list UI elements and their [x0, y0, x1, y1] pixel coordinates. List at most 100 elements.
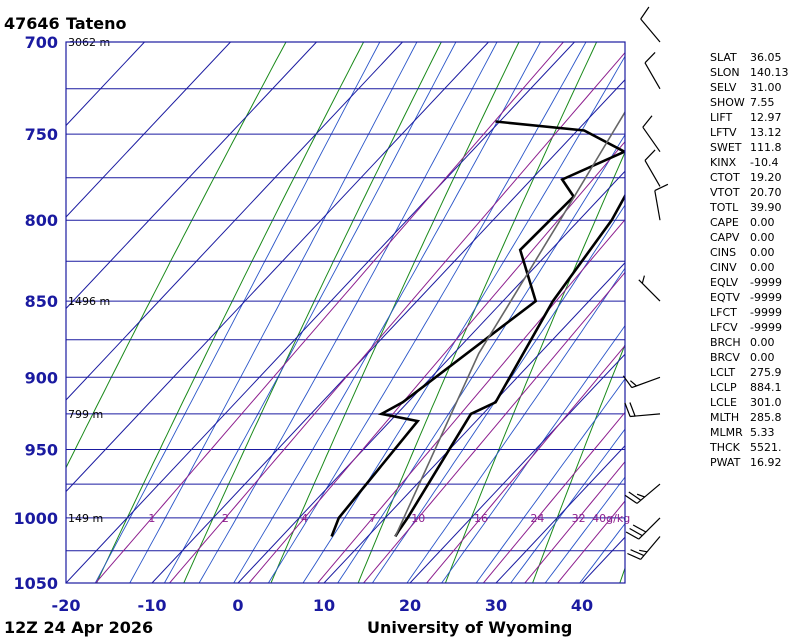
wind-barb [654, 183, 669, 221]
wind-barb [642, 115, 661, 153]
index-value: 884.1 [750, 381, 782, 394]
index-row: SHOW 7.55 [710, 95, 789, 110]
pressure-tick-label: 850 [25, 292, 58, 311]
index-value: 285.8 [750, 411, 782, 424]
dry-adiabat [444, 151, 625, 583]
index-row: PWAT 16.92 [710, 455, 789, 470]
index-key: LCLE [710, 396, 737, 409]
index-row: BRCH 0.00 [710, 335, 789, 350]
mixing-ratio-label: 40g/kg [592, 512, 630, 525]
index-key: SWET [710, 141, 742, 154]
wind-barb [624, 483, 661, 504]
wind-barb [644, 149, 661, 187]
dry-adiabat [270, 42, 520, 583]
wind-barb [624, 402, 661, 418]
index-row: TOTL 39.90 [710, 200, 789, 215]
wind-barb [638, 275, 661, 302]
isotherm [66, 42, 231, 218]
isotherm-lines [66, 42, 625, 583]
mixing-ratio-line [168, 51, 625, 583]
pressure-tick-label: 750 [25, 125, 58, 144]
index-key: LFTV [710, 126, 737, 139]
index-row: CAPV 0.00 [710, 230, 789, 245]
index-value: -9999 [750, 321, 782, 334]
index-key: SELV [710, 81, 737, 94]
index-value: 0.00 [750, 216, 775, 229]
index-value: 0.00 [750, 351, 775, 364]
index-key: LFCT [710, 306, 737, 319]
index-value: 5.33 [750, 426, 775, 439]
index-value: 7.55 [750, 96, 775, 109]
data-source: University of Wyoming [367, 618, 572, 637]
wind-barb [640, 6, 661, 43]
mixing-ratio-label: 7 [369, 512, 376, 525]
mixing-ratio-label: 4 [301, 512, 308, 525]
index-value: 12.97 [750, 111, 782, 124]
index-key: LCLT [710, 366, 736, 379]
index-value: 31.00 [750, 81, 782, 94]
index-value: 16.92 [750, 456, 782, 469]
moist-adiabat [302, 55, 625, 583]
index-value: 275.9 [750, 366, 782, 379]
station-id: 47646 [4, 14, 60, 33]
index-key: BRCV [710, 351, 740, 364]
mixing-ratio-label: 1 [148, 512, 155, 525]
temperature-tick-label: 40 [571, 596, 593, 615]
mixing-ratio-line [426, 344, 625, 583]
axis-labels: 700 750 800 850 900 950 1000 1050 -20 -10 0 10 20 30 4… [13, 33, 630, 615]
index-key: LIFT [710, 111, 733, 124]
mixing-ratio-label: 24 [530, 512, 544, 525]
moist-adiabat [129, 42, 418, 583]
index-key: CTOT [710, 171, 740, 184]
index-value: -9999 [750, 306, 782, 319]
mixing-ratio-line [317, 218, 625, 583]
mixing-ratio-label: 10 [411, 512, 425, 525]
index-row: LFCT -9999 [710, 305, 789, 320]
index-value: -10.4 [750, 156, 779, 169]
wind-barb [622, 375, 661, 389]
temperature-line [394, 193, 625, 538]
index-value: 140.13 [750, 66, 789, 79]
index-row: MLTH 285.8 [710, 410, 789, 425]
temperature-tick-label: 30 [485, 596, 507, 615]
index-value: 13.12 [750, 126, 782, 139]
index-row: VTOT 20.70 [710, 185, 789, 200]
dewpoint-line [330, 120, 625, 537]
index-row: CAPE 0.00 [710, 215, 789, 230]
index-key: MLMR [710, 426, 743, 439]
temperature-tick-label: 0 [232, 596, 243, 615]
index-key: CINS [710, 246, 737, 259]
index-row: LIFT 12.97 [710, 110, 789, 125]
isotherm [323, 262, 625, 583]
index-row: EQTV -9999 [710, 290, 789, 305]
index-key: LCLP [710, 381, 737, 394]
index-row: LCLP 884.1 [710, 380, 789, 395]
index-key: KINX [710, 156, 737, 169]
index-key: SLON [710, 66, 740, 79]
isotherm [409, 353, 625, 583]
station-name: Tateno [66, 14, 127, 33]
pressure-tick-label: 1000 [13, 509, 58, 528]
index-value: 19.20 [750, 171, 782, 184]
isotherm [66, 42, 145, 127]
index-key: TOTL [710, 201, 739, 214]
index-row: EQLV -9999 [710, 275, 789, 290]
temperature-tick-label: 10 [313, 596, 335, 615]
index-value: -9999 [750, 291, 782, 304]
index-key: PWAT [710, 456, 741, 469]
index-value: 0.00 [750, 261, 775, 274]
index-key: VTOT [710, 186, 740, 199]
index-row: MLMR 5.33 [710, 425, 789, 440]
isotherm [66, 42, 575, 583]
index-row: SELV 31.00 [710, 80, 789, 95]
height-label: 1496 m [68, 295, 110, 308]
adiabat-lines [66, 42, 625, 583]
index-row: LCLT 275.9 [710, 365, 789, 380]
index-key: SLAT [710, 51, 737, 64]
isotherm [66, 42, 489, 493]
plot-frame [65, 41, 626, 584]
isotherm [495, 445, 625, 583]
mixing-ratio-line [248, 141, 625, 583]
mixing-ratio-label: 16 [474, 512, 488, 525]
index-key: CINV [710, 261, 737, 274]
